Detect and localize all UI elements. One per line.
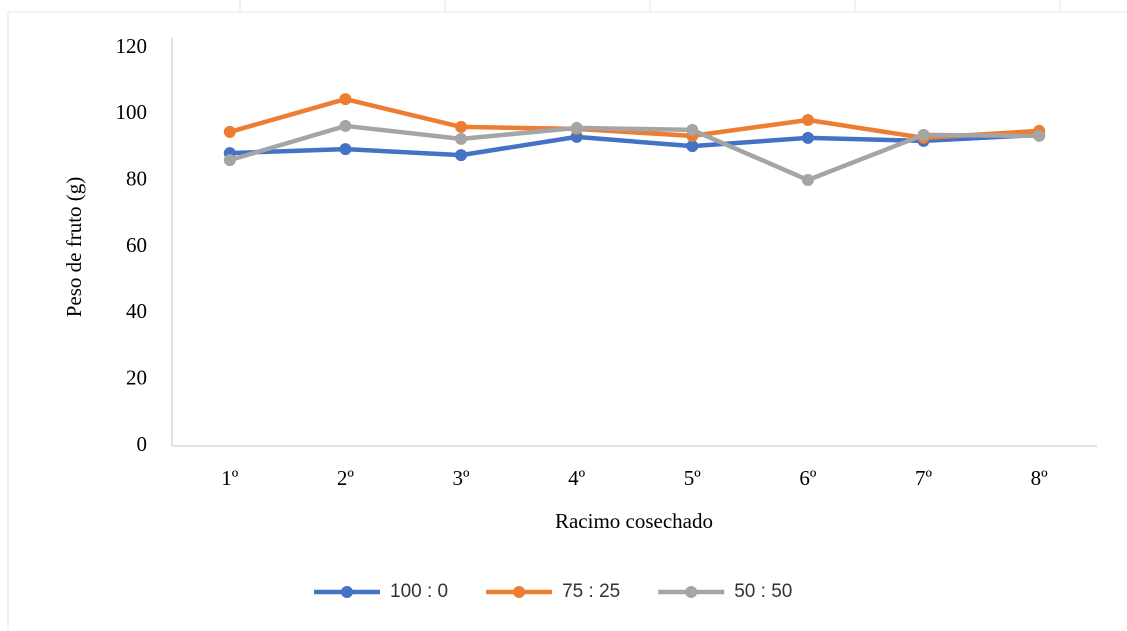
y-tick-label: 40 (126, 299, 147, 323)
legend-marker (513, 586, 526, 598)
y-axis-title: Peso de fruto (g) (62, 177, 86, 318)
x-tick-label: 8º (1031, 466, 1049, 490)
x-axis-title: Racimo cosechado (555, 509, 713, 533)
legend-label: 75 : 25 (562, 581, 620, 602)
y-tick-label: 100 (116, 100, 148, 124)
legend-label: 100 : 0 (390, 581, 448, 602)
x-tick-label: 1º (221, 466, 239, 490)
legend-marker (341, 586, 353, 598)
x-tick-label: 4º (568, 466, 586, 490)
point (801, 174, 814, 187)
point (223, 125, 236, 138)
point (1033, 129, 1046, 142)
legend-label: 50 : 50 (734, 581, 792, 602)
point (339, 143, 352, 156)
y-tick-label: 80 (126, 166, 147, 190)
series-line (229, 123, 1040, 183)
legend-marker (685, 586, 698, 598)
point (686, 140, 699, 153)
y-tick-label: 120 (116, 34, 148, 58)
point (801, 131, 814, 144)
point (339, 119, 352, 132)
x-tick-label: 3º (453, 466, 471, 490)
point (570, 121, 583, 134)
series-line (229, 96, 1040, 141)
point (339, 93, 352, 106)
x-tick-label: 5º (684, 466, 702, 490)
point (223, 154, 236, 167)
x-tick-label: 2º (337, 466, 355, 490)
point (917, 128, 930, 141)
point (686, 123, 699, 136)
point (455, 132, 468, 145)
y-tick-label: 60 (126, 233, 147, 257)
y-tick-label: 20 (126, 365, 147, 389)
sheet-lines (7, 0, 1127, 631)
x-tick-label: 7º (915, 466, 933, 490)
y-tick-label: 0 (137, 432, 148, 456)
point (455, 149, 468, 162)
point (455, 120, 468, 133)
x-tick-label: 6º (799, 466, 817, 490)
point (801, 113, 814, 126)
